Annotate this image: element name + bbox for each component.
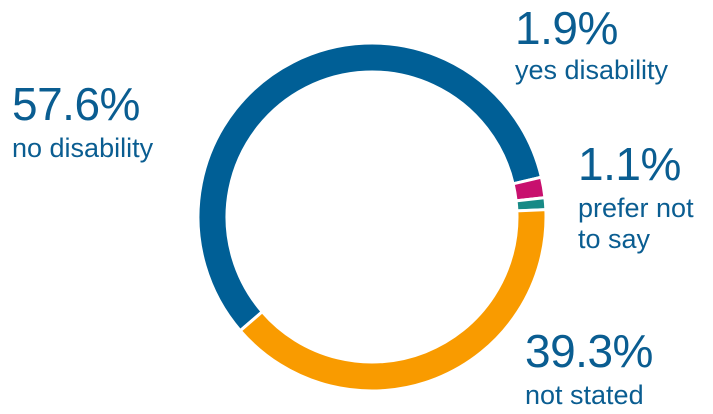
category-label-yes-disability: yes disability bbox=[515, 54, 669, 85]
category-label-prefer-not-to-say: prefer not to say bbox=[578, 192, 694, 254]
value-label-yes-disability: 1.9% bbox=[515, 2, 618, 54]
value-label-prefer-not-to-say: 1.1% bbox=[578, 138, 681, 190]
category-label-not-stated: not stated bbox=[525, 379, 644, 410]
slice-not-stated bbox=[238, 208, 548, 393]
label-no-disability: 57.6% no disability bbox=[12, 78, 153, 164]
value-label-no-disability: 57.6% bbox=[12, 78, 140, 130]
category-label-no-disability: no disability bbox=[12, 132, 154, 163]
label-yes-disability: 1.9% yes disability bbox=[515, 2, 668, 86]
label-prefer-not-to-say: 1.1% prefer not to say bbox=[578, 138, 694, 255]
slice-no-disability bbox=[196, 41, 544, 333]
label-not-stated: 39.3% not stated bbox=[525, 325, 653, 411]
value-label-not-stated: 39.3% bbox=[525, 325, 653, 377]
